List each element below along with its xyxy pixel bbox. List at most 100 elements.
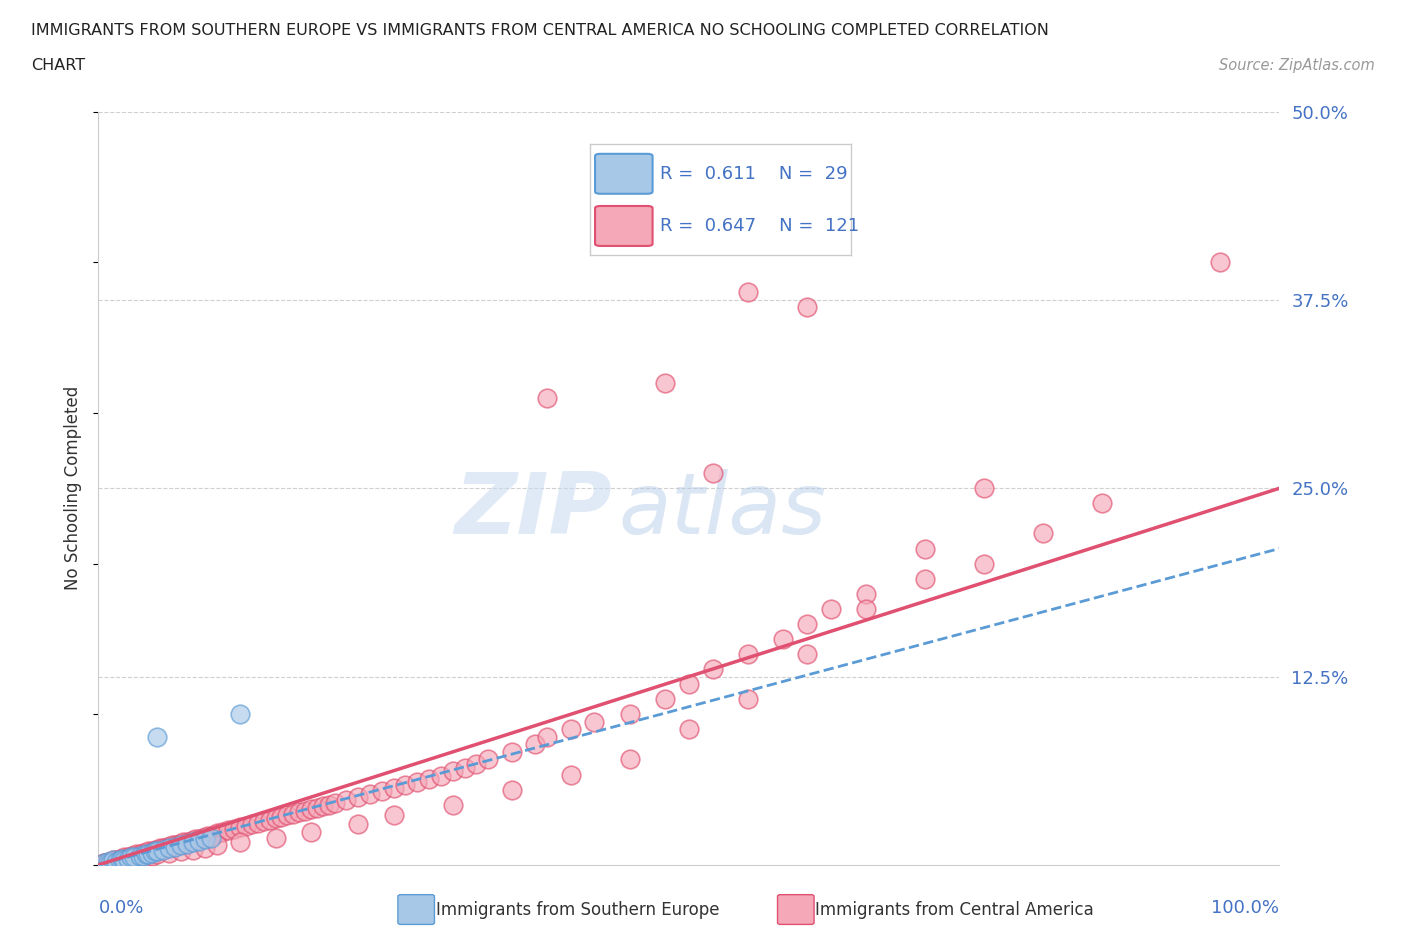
Point <box>202 828 225 843</box>
Point <box>619 752 641 767</box>
Text: 0.0%: 0.0% <box>98 898 143 917</box>
Point <box>1209 255 1232 270</box>
Point <box>283 806 305 821</box>
Point <box>93 856 115 870</box>
Point <box>347 790 370 804</box>
Point <box>152 843 174 857</box>
Point <box>125 847 148 862</box>
Point <box>181 833 204 848</box>
Point <box>108 852 131 867</box>
Y-axis label: No Schooling Completed: No Schooling Completed <box>65 386 83 591</box>
Text: CHART: CHART <box>31 58 84 73</box>
Point <box>98 855 121 870</box>
Point <box>122 852 145 867</box>
Point <box>156 840 179 855</box>
Point <box>678 677 700 692</box>
FancyBboxPatch shape <box>595 153 652 193</box>
Point <box>157 841 180 856</box>
Point <box>305 800 328 815</box>
Point <box>105 853 128 868</box>
Point <box>973 481 995 496</box>
Text: Source: ZipAtlas.com: Source: ZipAtlas.com <box>1219 58 1375 73</box>
Text: R =  0.611    N =  29: R = 0.611 N = 29 <box>661 165 848 183</box>
Point <box>224 821 246 836</box>
Point <box>180 833 202 848</box>
Point <box>430 768 453 783</box>
Point <box>217 823 239 838</box>
Point <box>181 843 204 857</box>
Text: R =  0.647    N =  121: R = 0.647 N = 121 <box>661 217 859 235</box>
Point <box>146 729 169 744</box>
Point <box>98 855 121 870</box>
Point <box>382 780 405 795</box>
Point <box>536 391 558 405</box>
Point <box>796 617 818 631</box>
Point <box>141 844 163 858</box>
Point <box>136 844 159 858</box>
Point <box>108 853 131 868</box>
Point <box>111 852 134 867</box>
Point <box>347 817 370 831</box>
Point <box>135 850 157 865</box>
Point <box>501 745 523 760</box>
Point <box>229 835 252 850</box>
Point <box>146 843 169 857</box>
Point <box>165 838 187 853</box>
Point <box>501 782 523 797</box>
Point <box>200 829 222 844</box>
Point <box>654 376 676 391</box>
Point <box>246 816 269 830</box>
Point <box>536 729 558 744</box>
Point <box>143 843 166 857</box>
Point <box>176 836 198 851</box>
FancyBboxPatch shape <box>595 206 652 246</box>
Point <box>191 830 214 845</box>
Point <box>229 707 252 722</box>
Text: IMMIGRANTS FROM SOUTHERN EUROPE VS IMMIGRANTS FROM CENTRAL AMERICA NO SCHOOLING : IMMIGRANTS FROM SOUTHERN EUROPE VS IMMIG… <box>31 23 1049 38</box>
Point <box>259 812 281 827</box>
Point <box>111 853 134 868</box>
Point <box>240 817 263 831</box>
Point <box>141 848 163 863</box>
Point <box>195 829 218 844</box>
Point <box>702 466 724 481</box>
Point <box>619 707 641 722</box>
Point <box>176 835 198 850</box>
Point <box>299 824 322 839</box>
Point <box>105 855 128 870</box>
Point <box>97 855 120 870</box>
Text: atlas: atlas <box>619 470 827 552</box>
Point <box>264 830 287 845</box>
Point <box>318 797 340 812</box>
Point <box>117 850 139 865</box>
Point <box>187 831 209 846</box>
Point <box>170 844 193 858</box>
Point <box>97 855 120 870</box>
Point <box>135 845 157 860</box>
Point <box>477 752 499 767</box>
Point <box>128 850 150 865</box>
Point <box>121 848 143 863</box>
Point <box>157 845 180 860</box>
Point <box>117 853 139 868</box>
Point <box>93 856 115 870</box>
Point <box>122 850 145 865</box>
Point <box>441 764 464 779</box>
Point <box>101 853 124 868</box>
Point <box>149 841 172 856</box>
Point <box>165 840 187 855</box>
Point <box>135 847 157 862</box>
Point <box>702 661 724 676</box>
Point <box>253 814 276 829</box>
Point <box>465 756 488 771</box>
Point <box>335 792 357 807</box>
Text: 100.0%: 100.0% <box>1212 898 1279 917</box>
Point <box>170 838 193 853</box>
Point <box>128 847 150 862</box>
Point <box>170 836 193 851</box>
Point <box>187 833 209 848</box>
Point <box>146 844 169 858</box>
Point <box>299 802 322 817</box>
Point <box>914 571 936 586</box>
Point <box>418 772 440 787</box>
